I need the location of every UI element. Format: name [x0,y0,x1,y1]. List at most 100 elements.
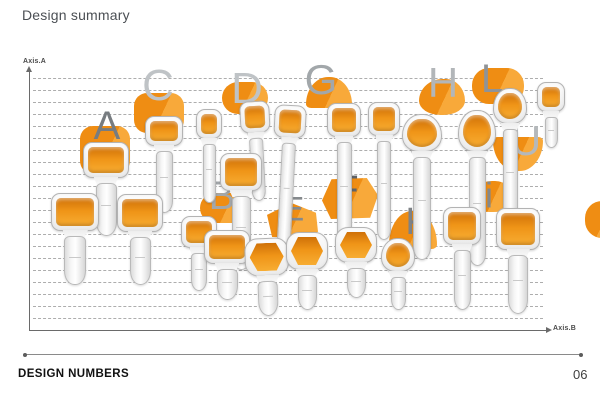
ghost-letter-A: A [93,104,121,149]
page-number: 06 [573,367,588,382]
device-sketch [368,102,400,240]
device-head [402,114,442,152]
ghost-letter-H: H [427,59,459,107]
device-head [458,110,496,152]
device-sketch [145,116,183,213]
device-sketch [286,232,328,310]
device-head [368,102,400,136]
axis-a-arrow-icon [26,66,32,72]
device-handle [346,268,366,298]
device-handle [64,236,86,285]
orange-blob [585,201,600,238]
device-screen [463,115,491,147]
device-head [244,237,290,277]
device-sketch [493,88,527,230]
orange-blob [419,79,465,115]
device-head [381,238,415,272]
ghost-letter-i: i [485,174,493,216]
device-screen [122,199,158,227]
device-sketch [196,109,222,203]
device-handle [257,280,279,317]
device-handle [544,117,558,148]
device-head [196,109,222,139]
page-title: Design summary [22,7,130,23]
footer-rule-right-dot [579,352,583,357]
device-head [273,104,307,139]
device-screen [209,235,245,259]
device-head [145,116,183,146]
device-handle [377,141,391,240]
device-sketch [402,114,442,260]
grid-dashed-line [33,270,543,271]
device-sketch [83,142,129,236]
device-screen [498,93,522,119]
device-head [496,208,540,250]
footer-label: DESIGN NUMBERS [18,368,130,380]
device-sketch [51,193,99,285]
device-handle [202,144,216,203]
grid-dashed-line [33,102,543,103]
device-screen [340,232,372,258]
device-head [335,227,377,263]
grid-dashed-line [33,282,543,283]
device-screen [373,107,395,131]
device-head [220,153,262,191]
device-head [286,232,328,270]
device-screen [225,158,257,186]
device-head [239,100,271,134]
device-screen [56,198,94,226]
axis-a-line [29,71,30,330]
axis-a-label: Axis.A [23,58,46,65]
device-sketch [381,238,415,310]
device-sketch [496,208,540,314]
device-screen [88,147,124,173]
grid-dashed-line [33,318,543,319]
device-screen [448,212,476,240]
axis-b-line [29,330,547,331]
grid-dashed-line [33,78,543,79]
device-sketch [537,82,565,148]
grid-dashed-line [33,294,543,295]
axis-b-arrow-icon [546,327,552,333]
device-handle [390,277,406,310]
device-screen [278,109,302,134]
device-screen [291,237,323,265]
ghost-letter-L: L [480,57,504,102]
device-sketch [335,227,377,298]
device-sketch [244,237,291,317]
device-handle [413,157,431,260]
grid-dashed-line [33,306,543,307]
device-head [83,142,129,178]
ghost-letter-C: C [142,61,174,111]
device-head [117,194,163,232]
axis-b-label: Axis.B [553,325,576,332]
device-head [537,82,565,112]
footer-rule-left-dot [23,352,27,357]
ghost-letter-G: G [304,56,338,104]
device-handle [129,237,151,285]
device-screen [201,114,217,134]
device-screen [332,108,356,132]
device-screen [501,213,535,245]
device-handle [508,255,528,314]
device-screen [386,243,410,267]
device-head [327,103,361,137]
device-screen [244,105,266,129]
device-screen [407,119,437,147]
device-screen [542,87,560,107]
device-sketch [443,207,481,310]
device-head [51,193,99,231]
device-handle [191,253,207,291]
grid-dashed-line [33,90,543,91]
device-handle [453,250,471,310]
device-head [443,207,481,245]
device-head [204,230,250,264]
device-handle [216,269,238,300]
device-sketch [327,103,361,246]
device-screen [249,242,284,271]
device-head [493,88,527,124]
device-handle [297,275,317,310]
device-screen [150,121,178,141]
device-sketch [117,194,163,285]
footer-rule [25,354,581,355]
